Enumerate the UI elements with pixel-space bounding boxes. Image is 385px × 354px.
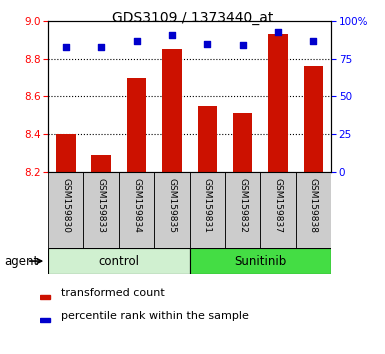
Bar [233,113,253,172]
Text: GSM159831: GSM159831 [203,178,212,233]
Text: percentile rank within the sample: percentile rank within the sample [61,310,249,321]
Text: Sunitinib: Sunitinib [234,255,286,268]
Bar [48,248,190,274]
Point [239,42,246,48]
Bar [154,172,190,248]
Text: GSM159830: GSM159830 [61,178,70,233]
Text: GSM159837: GSM159837 [273,178,283,233]
Bar [40,295,50,299]
Bar [56,134,75,172]
Bar [304,67,323,172]
Text: GSM159834: GSM159834 [132,178,141,233]
Text: agent: agent [4,255,38,268]
Text: GSM159835: GSM159835 [167,178,176,233]
Point [310,38,316,44]
Text: transformed count: transformed count [61,287,165,298]
Text: control: control [99,255,139,268]
Bar [225,172,260,248]
Point [134,38,140,44]
Bar [119,172,154,248]
Text: GSM159833: GSM159833 [97,178,106,233]
Point [98,44,104,50]
Bar [190,248,331,274]
Bar [296,172,331,248]
Text: GDS3109 / 1373440_at: GDS3109 / 1373440_at [112,11,273,25]
Bar [92,155,111,172]
Text: GSM159832: GSM159832 [238,178,247,233]
Point [169,32,175,38]
Bar [127,78,146,172]
Text: GSM159838: GSM159838 [309,178,318,233]
Bar [84,172,119,248]
Bar [260,172,296,248]
Bar [198,106,217,172]
Point [275,29,281,35]
Point [63,44,69,50]
Bar [48,172,84,248]
Bar [190,172,225,248]
Bar [162,50,182,172]
Point [204,41,210,47]
Bar [268,34,288,172]
Bar [40,318,50,322]
